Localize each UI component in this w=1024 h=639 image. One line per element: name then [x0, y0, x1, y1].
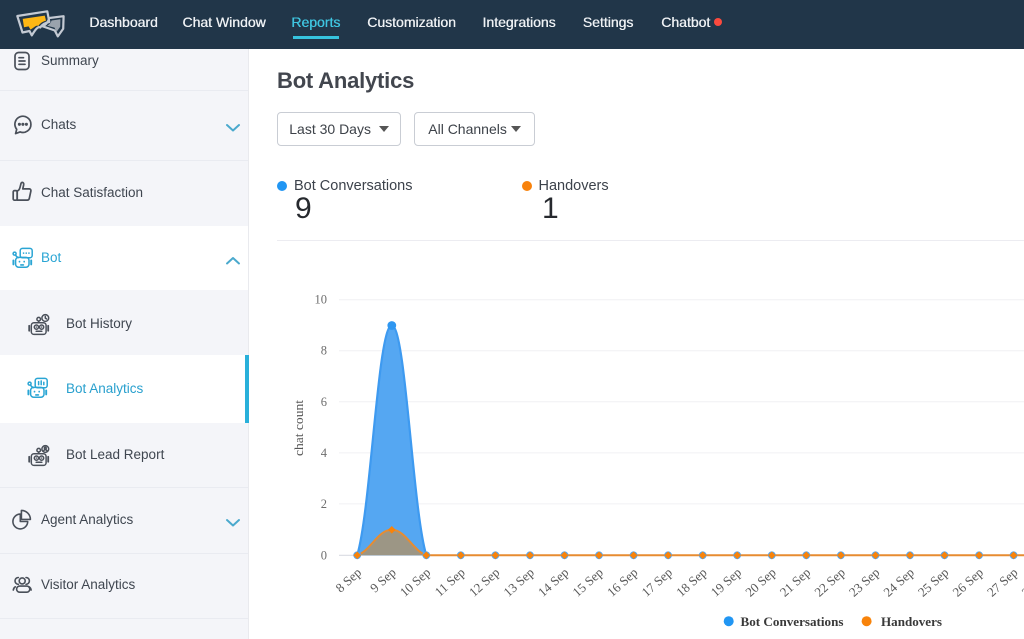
svg-text:4: 4 [321, 446, 328, 460]
svg-text:22 Sep: 22 Sep [811, 565, 848, 600]
svg-text:24 Sep: 24 Sep [880, 565, 917, 600]
svg-text:20 Sep: 20 Sep [742, 565, 779, 600]
svg-text:14 Sep: 14 Sep [535, 565, 572, 600]
svg-text:28 Sep: 28 Sep [1019, 565, 1024, 600]
svg-text:23 Sep: 23 Sep [846, 565, 883, 600]
svg-text:2: 2 [321, 497, 327, 511]
svg-text:16 Sep: 16 Sep [604, 565, 641, 600]
svg-text:21 Sep: 21 Sep [777, 565, 814, 600]
svg-text:17 Sep: 17 Sep [639, 565, 676, 600]
svg-text:13 Sep: 13 Sep [500, 565, 537, 600]
svg-text:8 Sep: 8 Sep [332, 565, 364, 596]
svg-text:15 Sep: 15 Sep [569, 565, 606, 600]
svg-text:25 Sep: 25 Sep [915, 565, 952, 600]
svg-text:0: 0 [321, 548, 327, 562]
svg-text:10 Sep: 10 Sep [397, 565, 434, 600]
svg-text:11 Sep: 11 Sep [432, 565, 468, 600]
svg-text:18 Sep: 18 Sep [673, 565, 710, 600]
svg-text:Handovers: Handovers [881, 614, 942, 629]
svg-text:6: 6 [321, 395, 327, 409]
svg-text:19 Sep: 19 Sep [708, 565, 745, 600]
svg-text:Bot Conversations: Bot Conversations [741, 614, 844, 629]
svg-text:12 Sep: 12 Sep [466, 565, 503, 600]
svg-text:10: 10 [315, 293, 328, 307]
svg-text:26 Sep: 26 Sep [950, 565, 987, 600]
svg-text:chat count: chat count [292, 399, 306, 456]
svg-text:27 Sep: 27 Sep [984, 565, 1021, 600]
svg-text:9 Sep: 9 Sep [367, 565, 399, 596]
svg-text:8: 8 [321, 344, 327, 358]
